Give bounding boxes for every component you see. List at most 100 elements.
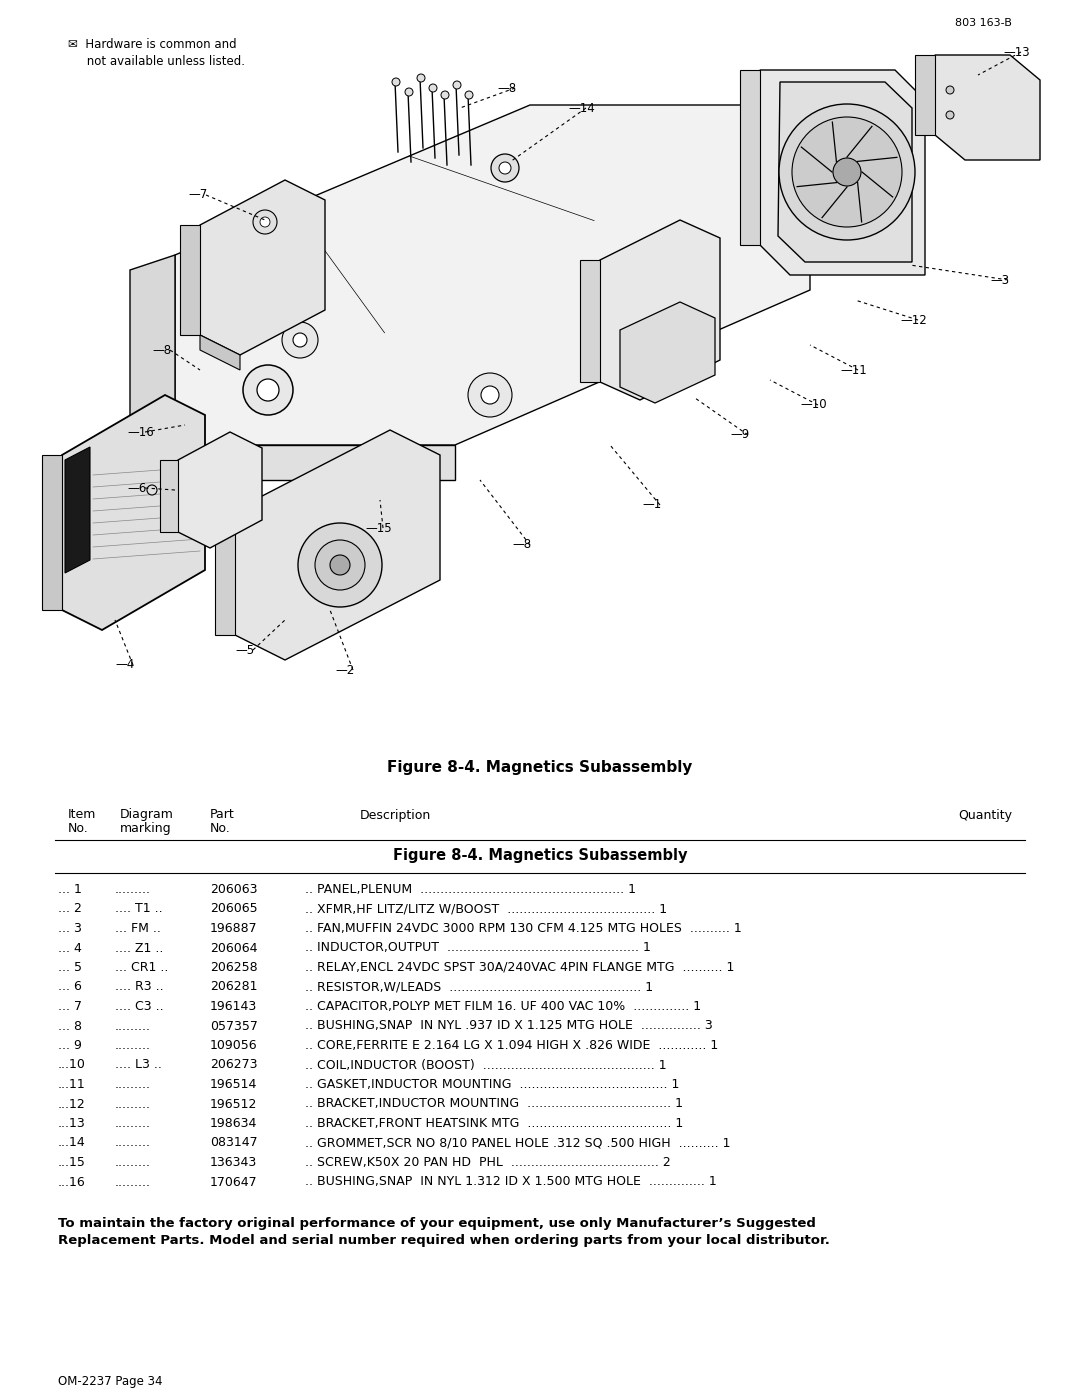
Circle shape <box>429 84 437 92</box>
Text: .........: ......... <box>114 1039 151 1052</box>
Text: .... C3 ..: .... C3 .. <box>114 1000 164 1013</box>
Text: .... L3 ..: .... L3 .. <box>114 1059 162 1071</box>
Text: .. XFMR,HF LITZ/LITZ W/BOOST  ..................................... 1: .. XFMR,HF LITZ/LITZ W/BOOST ...........… <box>305 902 667 915</box>
Text: ... 5: ... 5 <box>58 961 82 974</box>
Text: .........: ......... <box>114 883 151 895</box>
Text: .. INDUCTOR,OUTPUT  ................................................ 1: .. INDUCTOR,OUTPUT .....................… <box>305 942 651 954</box>
Text: 206063: 206063 <box>210 883 257 895</box>
Polygon shape <box>235 430 440 659</box>
Circle shape <box>441 91 449 99</box>
Text: Part: Part <box>210 807 234 821</box>
Text: 083147: 083147 <box>210 1137 258 1150</box>
Circle shape <box>260 217 270 226</box>
Text: ... CR1 ..: ... CR1 .. <box>114 961 168 974</box>
Polygon shape <box>65 447 90 573</box>
Text: .. BRACKET,FRONT HEATSINK MTG  .................................... 1: .. BRACKET,FRONT HEATSINK MTG ..........… <box>305 1118 684 1130</box>
Text: ...12: ...12 <box>58 1098 85 1111</box>
Text: —8: —8 <box>497 81 516 95</box>
Text: .. GROMMET,SCR NO 8/10 PANEL HOLE .312 SQ .500 HIGH  .......... 1: .. GROMMET,SCR NO 8/10 PANEL HOLE .312 S… <box>305 1137 730 1150</box>
Text: —6: —6 <box>127 482 146 495</box>
Text: —8: —8 <box>512 538 531 552</box>
Text: 198634: 198634 <box>210 1118 257 1130</box>
Circle shape <box>392 78 400 87</box>
Text: 196512: 196512 <box>210 1098 257 1111</box>
Text: ✉  Hardware is common and: ✉ Hardware is common and <box>68 38 237 52</box>
Polygon shape <box>178 432 262 548</box>
Circle shape <box>243 365 293 415</box>
Text: —2: —2 <box>335 664 354 676</box>
Text: Description: Description <box>360 809 431 821</box>
Circle shape <box>417 74 426 82</box>
Text: ... 8: ... 8 <box>58 1020 82 1032</box>
Circle shape <box>147 485 157 495</box>
Text: 057357: 057357 <box>210 1020 258 1032</box>
Polygon shape <box>760 70 924 275</box>
Text: —5: —5 <box>235 644 254 657</box>
Text: To maintain the factory original performance of your equipment, use only Manufac: To maintain the factory original perform… <box>58 1217 815 1229</box>
Text: 206281: 206281 <box>210 981 257 993</box>
Text: .. CAPACITOR,POLYP MET FILM 16. UF 400 VAC 10%  .............. 1: .. CAPACITOR,POLYP MET FILM 16. UF 400 V… <box>305 1000 701 1013</box>
Text: not available unless listed.: not available unless listed. <box>68 54 245 68</box>
Text: ...10: ...10 <box>58 1059 86 1071</box>
Text: No.: No. <box>210 821 231 835</box>
Text: 206258: 206258 <box>210 961 258 974</box>
Circle shape <box>779 103 915 240</box>
Polygon shape <box>42 455 62 610</box>
Text: .........: ......... <box>114 1155 151 1169</box>
Polygon shape <box>200 335 240 370</box>
Text: .. PANEL,PLENUM  ................................................... 1: .. PANEL,PLENUM ........................… <box>305 883 636 895</box>
Text: Item: Item <box>68 807 96 821</box>
Text: .........: ......... <box>114 1098 151 1111</box>
Text: ...15: ...15 <box>58 1155 86 1169</box>
Polygon shape <box>175 446 455 481</box>
Text: —12: —12 <box>900 313 927 327</box>
Text: .........: ......... <box>114 1078 151 1091</box>
Circle shape <box>946 87 954 94</box>
Text: ... 7: ... 7 <box>58 1000 82 1013</box>
Text: .. CORE,FERRITE E 2.164 LG X 1.094 HIGH X .826 WIDE  ............ 1: .. CORE,FERRITE E 2.164 LG X 1.094 HIGH … <box>305 1039 718 1052</box>
Text: 109056: 109056 <box>210 1039 258 1052</box>
Polygon shape <box>180 225 200 335</box>
Circle shape <box>257 379 279 401</box>
Text: .. GASKET,INDUCTOR MOUNTING  ..................................... 1: .. GASKET,INDUCTOR MOUNTING ............… <box>305 1078 679 1091</box>
Text: ...14: ...14 <box>58 1137 85 1150</box>
Text: .........: ......... <box>114 1118 151 1130</box>
Text: ...13: ...13 <box>58 1118 85 1130</box>
Polygon shape <box>740 70 760 244</box>
Text: .... Z1 ..: .... Z1 .. <box>114 942 163 954</box>
Text: .. FAN,MUFFIN 24VDC 3000 RPM 130 CFM 4.125 MTG HOLES  .......... 1: .. FAN,MUFFIN 24VDC 3000 RPM 130 CFM 4.1… <box>305 922 742 935</box>
Text: Quantity: Quantity <box>958 809 1012 821</box>
Circle shape <box>293 332 307 346</box>
Circle shape <box>282 321 318 358</box>
Text: —13: —13 <box>1003 46 1029 59</box>
Text: .........: ......... <box>114 1175 151 1189</box>
Polygon shape <box>200 180 325 355</box>
Text: 803 163-B: 803 163-B <box>955 18 1012 28</box>
Circle shape <box>298 522 382 608</box>
Text: 206064: 206064 <box>210 942 257 954</box>
Circle shape <box>468 373 512 416</box>
Text: .. RELAY,ENCL 24VDC SPST 30A/240VAC 4PIN FLANGE MTG  .......... 1: .. RELAY,ENCL 24VDC SPST 30A/240VAC 4PIN… <box>305 961 734 974</box>
Text: .. RESISTOR,W/LEADS  ................................................ 1: .. RESISTOR,W/LEADS ....................… <box>305 981 653 993</box>
Text: ... 2: ... 2 <box>58 902 82 915</box>
Circle shape <box>833 158 861 186</box>
Text: 136343: 136343 <box>210 1155 257 1169</box>
Text: —4: —4 <box>114 658 134 672</box>
Polygon shape <box>778 82 912 263</box>
Text: —11: —11 <box>840 363 867 377</box>
Text: OM-2237 Page 34: OM-2237 Page 34 <box>58 1375 162 1389</box>
Text: 196514: 196514 <box>210 1078 257 1091</box>
Text: —7: —7 <box>188 189 207 201</box>
Text: .........: ......... <box>114 1020 151 1032</box>
Text: —10: —10 <box>800 398 826 412</box>
Circle shape <box>465 91 473 99</box>
Circle shape <box>946 110 954 119</box>
Text: —16: —16 <box>127 426 153 439</box>
Text: Figure 8-4. Magnetics Subassembly: Figure 8-4. Magnetics Subassembly <box>393 848 687 863</box>
Polygon shape <box>130 256 175 460</box>
Circle shape <box>491 154 519 182</box>
Circle shape <box>481 386 499 404</box>
Text: .. BRACKET,INDUCTOR MOUNTING  .................................... 1: .. BRACKET,INDUCTOR MOUNTING ...........… <box>305 1098 683 1111</box>
Text: —14: —14 <box>568 102 595 115</box>
Text: 206273: 206273 <box>210 1059 257 1071</box>
